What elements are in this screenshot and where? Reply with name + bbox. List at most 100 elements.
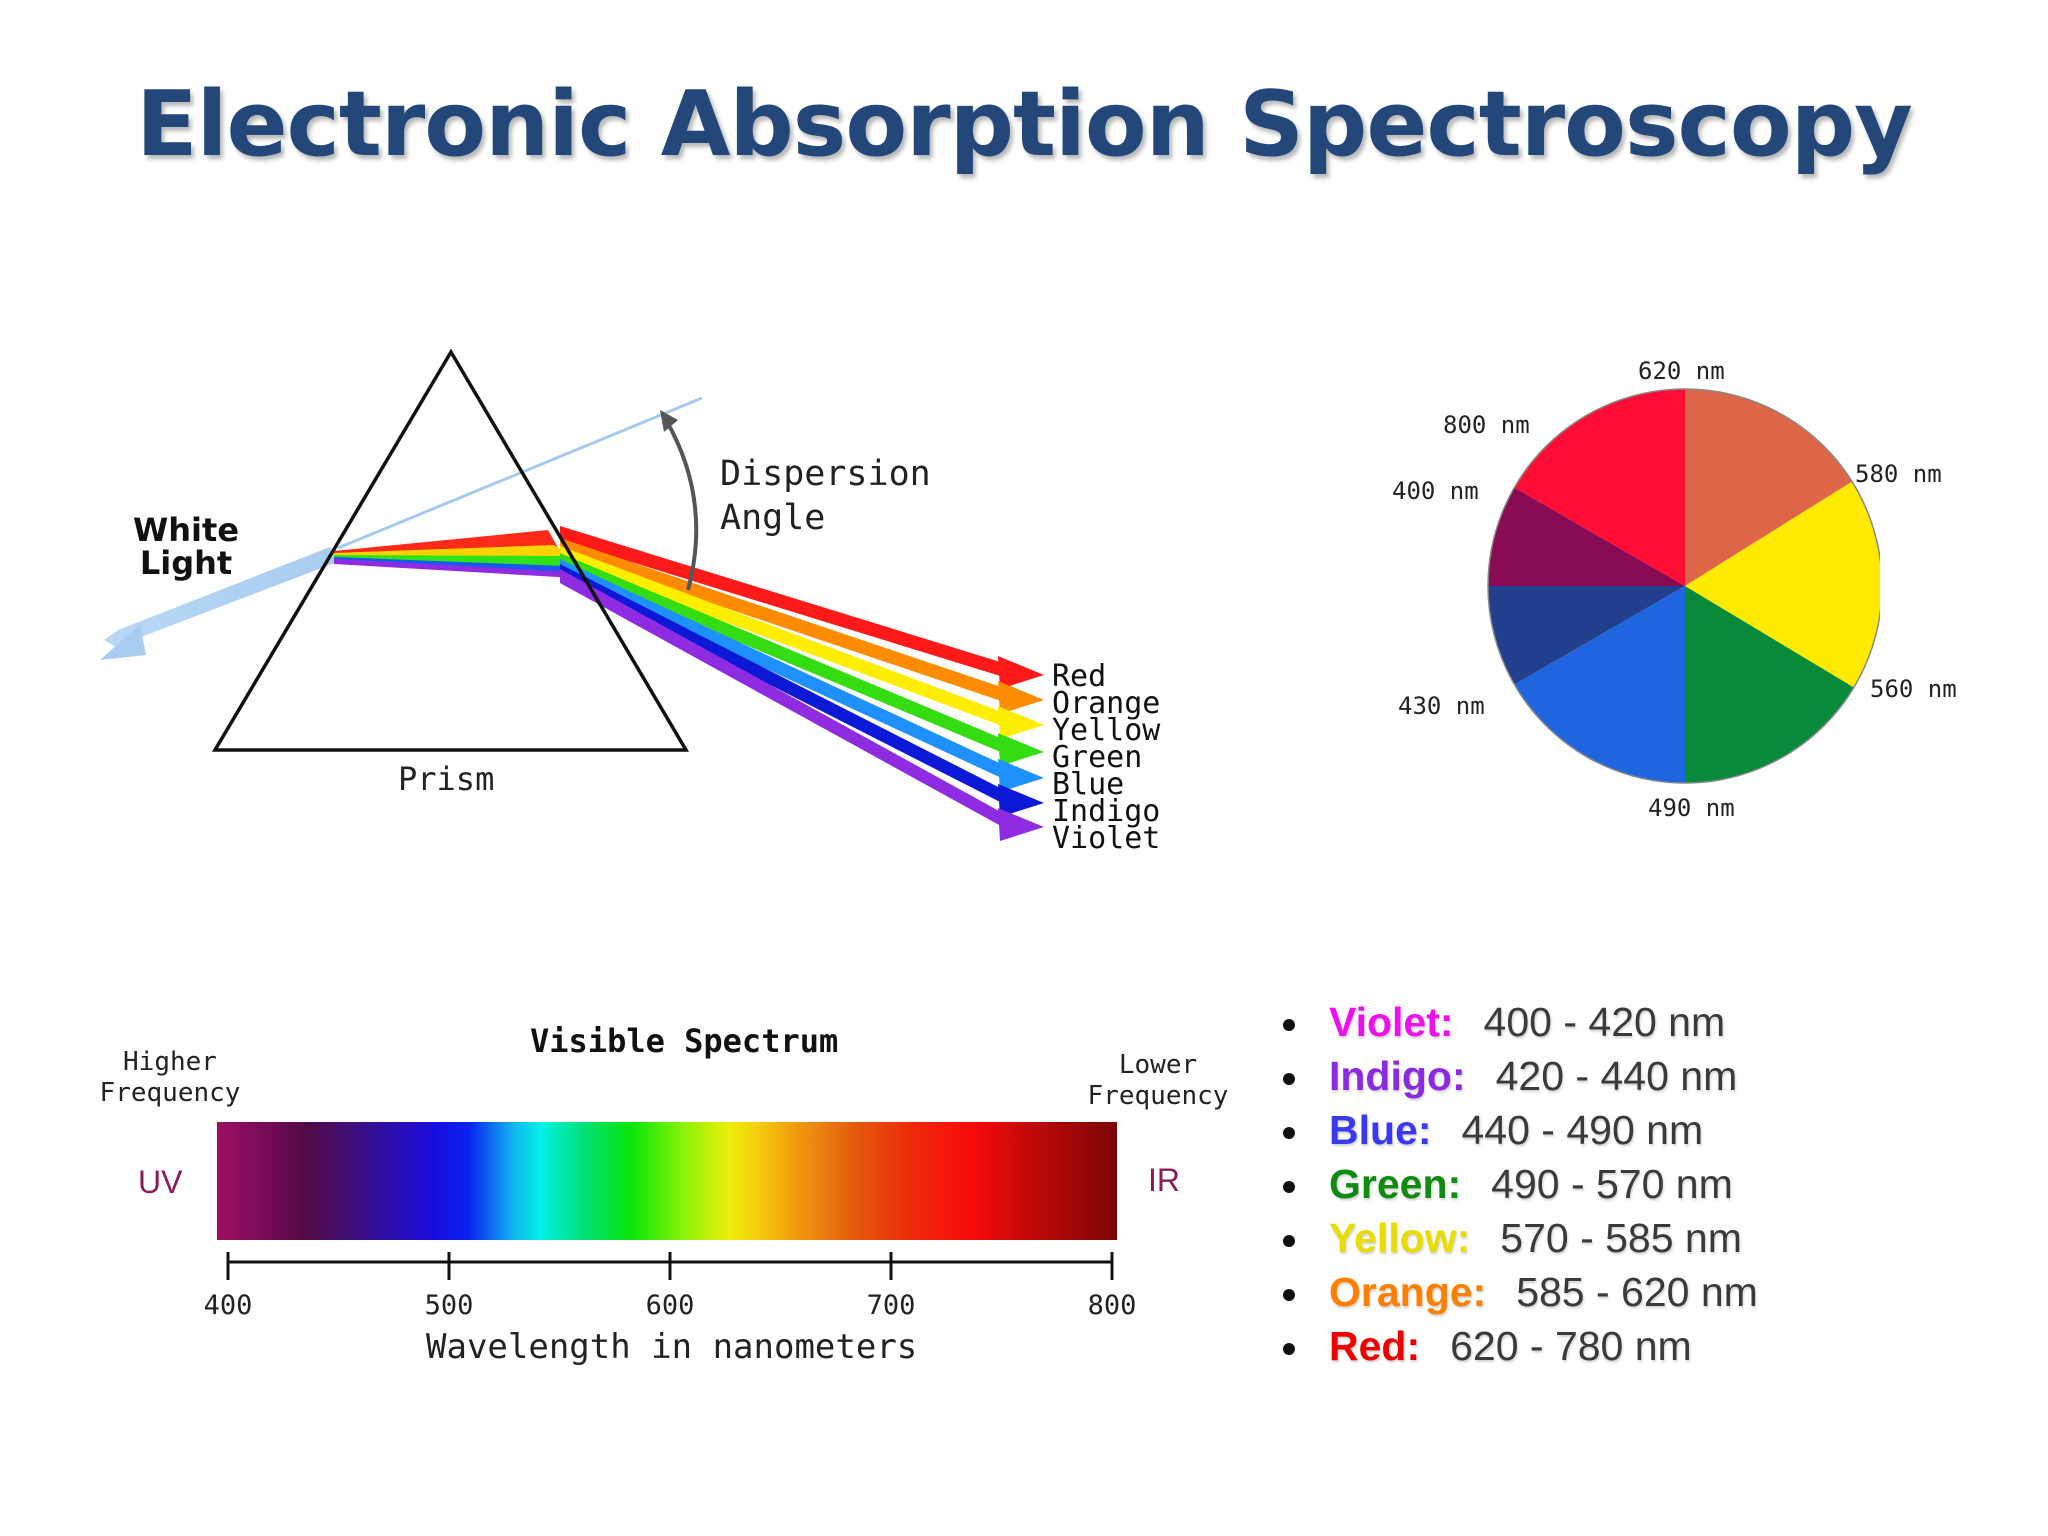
beam-arrowhead-green (998, 733, 1044, 766)
bullet-icon (1283, 1073, 1295, 1086)
wheel-segment-indigo (1488, 586, 1685, 685)
bullet-icon (1283, 1289, 1295, 1302)
wheel-segment-blue (1514, 586, 1685, 783)
wheel-label-620: 620 nm (1638, 357, 1725, 385)
color-range-item: Indigo: 420 - 440 nm (1280, 1049, 1758, 1103)
color-range-name: Violet: (1329, 999, 1454, 1045)
beam-label-orange: Orange (1052, 686, 1161, 721)
higher-frequency-line2: Frequency (99, 1078, 241, 1108)
color-range-item: Red: 620 - 780 nm (1280, 1319, 1758, 1373)
beam-arrowhead-yellow (998, 706, 1044, 739)
beam-arrowhead-indigo (998, 784, 1044, 817)
prism-triangle (211, 348, 690, 752)
beam-label-red: Red (1052, 659, 1107, 694)
color-range-name: Yellow: (1329, 1215, 1471, 1261)
color-range-item: Violet: 400 - 420 nm (1280, 995, 1758, 1049)
reference-line (337, 396, 703, 550)
color-range-value: 440 - 490 nm (1461, 1107, 1704, 1153)
wheel-segment-yellow (1685, 481, 1880, 688)
beam-blue (560, 559, 1010, 782)
color-range-value: 585 - 620 nm (1516, 1269, 1758, 1315)
color-range-item: Yellow: 570 - 585 nm (1280, 1211, 1758, 1265)
beam-label-yellow: Yellow (1052, 713, 1161, 748)
beam-arrowhead-violet (998, 808, 1044, 841)
wheel-segment-orange-red (1685, 389, 1853, 586)
higher-frequency-line1: Higher (123, 1047, 217, 1077)
beam-arrowhead-orange (998, 681, 1044, 714)
wheel-label-580: 580 nm (1855, 460, 1942, 488)
ir-label: IR (1148, 1162, 1180, 1198)
axis-tick-label-800: 800 (1087, 1290, 1137, 1321)
dispersion-angle-arc (664, 419, 699, 591)
color-range-name: Blue: (1329, 1107, 1432, 1153)
dispersion-angle-label: Dispersion Angle (720, 452, 931, 540)
wheel-segment-red (1514, 389, 1685, 586)
wheel-label-430: 430 nm (1398, 692, 1485, 720)
white-light-label: White Light (118, 514, 254, 580)
bullet-icon (1283, 1019, 1295, 1032)
wheel-label-490: 490 nm (1648, 794, 1735, 822)
beam-arrowhead-red (998, 656, 1044, 689)
lower-frequency-line1: Lower (1118, 1050, 1198, 1080)
color-range-value: 620 - 780 nm (1450, 1323, 1692, 1369)
color-range-name: Green: (1329, 1161, 1462, 1207)
higher-frequency-label: Higher Frequency (80, 1047, 260, 1109)
white-light-beam (100, 547, 340, 660)
beam-arrowhead-blue (998, 759, 1044, 792)
spectrum-title: Visible Spectrum (530, 1022, 839, 1060)
spectrum-bar (217, 1122, 1117, 1240)
beam-color-labels: Red Orange Yellow Green Blue Indigo Viol… (1052, 659, 1161, 856)
color-range-value: 570 - 585 nm (1500, 1215, 1742, 1261)
color-range-value: 400 - 420 nm (1483, 999, 1726, 1045)
beam-orange (560, 538, 1010, 704)
axis-title: Wavelength in nanometers (426, 1327, 918, 1367)
axis-ticks (226, 1252, 1114, 1280)
dispersion-label-line1: Dispersion (720, 454, 931, 494)
bullet-icon (1283, 1235, 1295, 1248)
page-title: Electronic Absorption Spectroscopy (136, 72, 1913, 177)
color-range-item: Blue: 440 - 490 nm (1280, 1103, 1758, 1157)
beam-green (560, 553, 1010, 756)
color-range-name: Red: (1329, 1323, 1421, 1369)
beam-label-blue: Blue (1052, 767, 1125, 802)
color-range-item: Green: 490 - 570 nm (1280, 1157, 1758, 1211)
uv-label: UV (138, 1164, 183, 1200)
color-range-value: 420 - 440 nm (1495, 1053, 1738, 1099)
bullet-icon (1283, 1343, 1295, 1356)
beam-yellow (560, 546, 1010, 729)
wavelength-axis (226, 1252, 1114, 1280)
white-light-label-line1: White (132, 511, 240, 549)
color-range-name: Orange: (1329, 1269, 1487, 1315)
color-wheel (1487, 388, 1880, 784)
prism-label: Prism (398, 760, 495, 798)
wheel-label-800: 800 nm (1443, 411, 1530, 439)
beam-label-violet: Violet (1052, 821, 1161, 856)
wheel-label-560: 560 nm (1870, 675, 1957, 703)
color-wheel-segments (1487, 388, 1880, 784)
beam-violet (560, 569, 1010, 831)
lower-frequency-line2: Frequency (1087, 1081, 1229, 1111)
beam-red (560, 526, 1010, 679)
color-range-name: Indigo: (1329, 1053, 1466, 1099)
wheel-outline (1487, 388, 1880, 784)
axis-tick-label-600: 600 (645, 1290, 695, 1321)
color-range-value: 490 - 570 nm (1491, 1161, 1733, 1207)
dispersion-arrowhead (660, 410, 678, 432)
wheel-label-400: 400 nm (1392, 477, 1479, 505)
beam-label-green: Green (1052, 740, 1143, 775)
bullet-icon (1283, 1127, 1295, 1140)
exiting-beams (560, 526, 1044, 841)
lower-frequency-label: Lower Frequency (1068, 1050, 1248, 1112)
beam-label-indigo: Indigo (1052, 794, 1161, 829)
axis-tick-label-400: 400 (203, 1290, 253, 1321)
axis-tick-label-500: 500 (424, 1290, 474, 1321)
bullet-icon (1283, 1181, 1295, 1194)
axis-tick-label-700: 700 (866, 1290, 916, 1321)
dispersion-label-line2: Angle (720, 498, 826, 538)
wheel-segment-violet (1488, 487, 1685, 586)
white-light-label-line2: Light (139, 544, 233, 582)
color-range-item: Orange: 585 - 620 nm (1280, 1265, 1758, 1319)
color-range-list: Violet: 400 - 420 nm Indigo: 420 - 440 nm Bl… (1280, 995, 1758, 1373)
wheel-segment-green (1685, 586, 1854, 783)
